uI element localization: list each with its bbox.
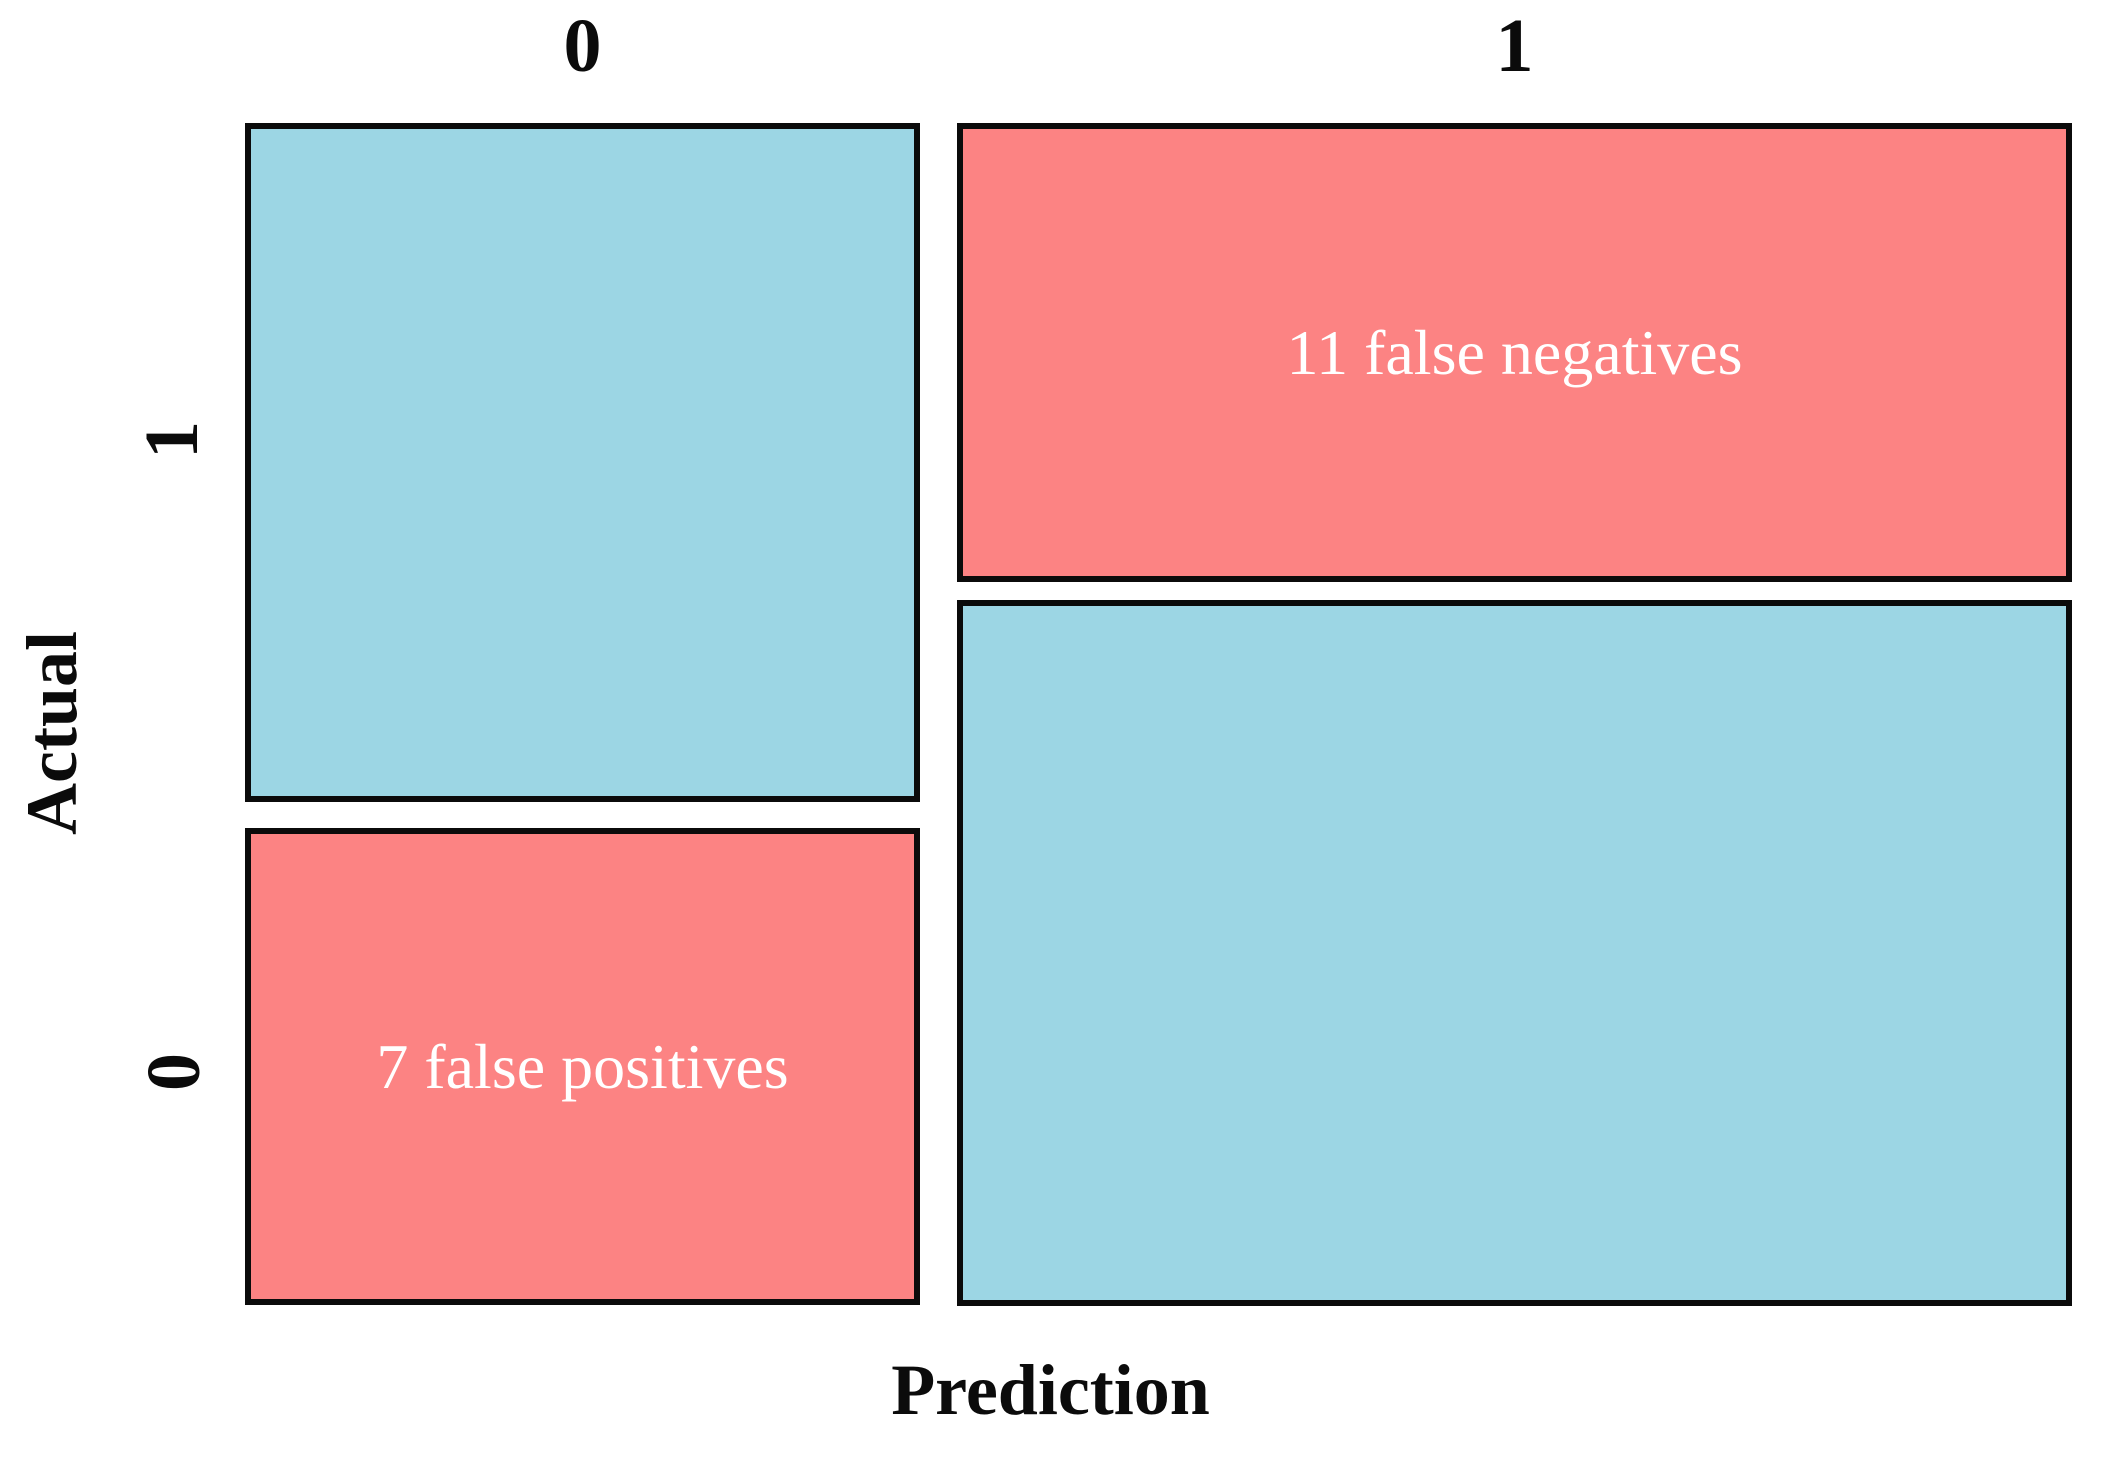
- y-axis-label: Actual: [12, 631, 92, 835]
- cell-prediction1-actual0: [957, 600, 2072, 1306]
- x-axis-label: Prediction: [891, 1350, 1210, 1430]
- cell-prediction0-actual1: [245, 123, 920, 802]
- x-tick-1: 1: [1495, 4, 1534, 88]
- y-tick-0: 0: [132, 1053, 216, 1091]
- y-tick-1: 1: [130, 421, 214, 459]
- cell-label-false-negatives: 11 false negatives: [1286, 316, 1743, 388]
- cell-prediction0-actual0: 7 false positives: [245, 828, 920, 1305]
- cell-label-false-positives: 7 false positives: [376, 1030, 789, 1102]
- x-tick-0: 0: [563, 4, 602, 88]
- cell-prediction1-actual1: 11 false negatives: [957, 123, 2072, 582]
